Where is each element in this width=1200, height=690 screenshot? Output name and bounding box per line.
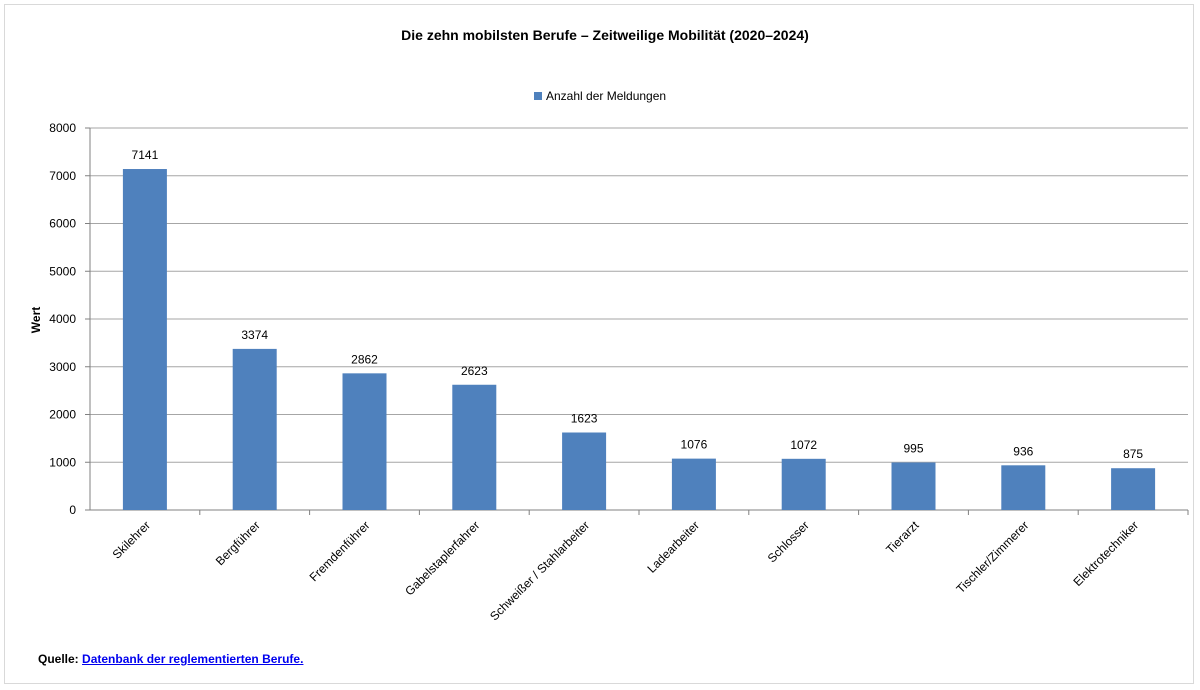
y-tick-label: 7000 (49, 169, 76, 183)
x-tick-label: Tierarzt (883, 518, 922, 557)
bar (562, 432, 607, 510)
value-label: 1623 (571, 412, 598, 426)
bar (452, 384, 497, 510)
x-axis-ticks: Skilehrer Bergführer Fremdenführer Gabelsta… (110, 510, 1189, 623)
x-tick-label: Bergführer (213, 518, 263, 568)
bar (891, 462, 936, 510)
value-label: 995 (903, 441, 923, 455)
x-tick-label: Tischler/Zimmerer (953, 518, 1031, 596)
value-label: 2862 (351, 352, 378, 366)
x-tick-label: Ladearbeiter (644, 518, 702, 576)
bar (232, 348, 277, 510)
value-label: 2623 (461, 364, 488, 378)
bar (122, 169, 167, 510)
bar (671, 458, 716, 510)
gridlines (90, 127, 1188, 463)
x-tick-label: Fremdenführer (307, 518, 373, 584)
x-tick-label: Schweißer / Stahlarbeiter (487, 518, 592, 623)
source-label: Quelle: (38, 652, 79, 666)
y-tick-label: 2000 (49, 408, 76, 422)
value-label: 7141 (132, 148, 159, 162)
chart-frame (4, 4, 1194, 684)
chart-title: Die zehn mobilsten Berufe – Zeitweilige … (401, 27, 809, 43)
value-label: 875 (1123, 447, 1143, 461)
source-note: Quelle: Datenbank der reglementierten Be… (38, 652, 303, 666)
value-labels: 7141 3374 2862 2623 1623 1076 1072 995 936 875 (132, 148, 1144, 461)
bar (1111, 468, 1156, 510)
bar (1001, 465, 1046, 510)
legend-swatch (534, 92, 542, 100)
y-tick-label: 4000 (49, 312, 76, 326)
value-label: 3374 (241, 328, 268, 342)
y-tick-label: 3000 (49, 360, 76, 374)
x-tick-label: Elektrotechniker (1070, 518, 1141, 589)
value-label: 1076 (681, 438, 708, 452)
x-tick-label: Gabelstaplerfahrer (402, 518, 482, 598)
bar (342, 373, 387, 510)
y-tick-label: 1000 (49, 455, 76, 469)
bar (781, 458, 826, 510)
y-tick-label: 0 (69, 503, 76, 517)
x-tick-label: Schlosser (765, 518, 812, 565)
bars (122, 169, 1156, 510)
source-link[interactable]: Datenbank der reglementierten Berufe. (82, 652, 304, 666)
value-label: 936 (1013, 444, 1033, 458)
legend-label: Anzahl der Meldungen (546, 89, 666, 103)
x-tick-label: Skilehrer (110, 518, 153, 561)
value-label: 1072 (790, 438, 817, 452)
y-tick-label: 5000 (49, 264, 76, 278)
y-tick-label: 8000 (49, 121, 76, 135)
y-tick-label: 6000 (49, 217, 76, 231)
y-axis-label: Wert (29, 307, 43, 333)
legend: Anzahl der Meldungen (534, 89, 666, 103)
